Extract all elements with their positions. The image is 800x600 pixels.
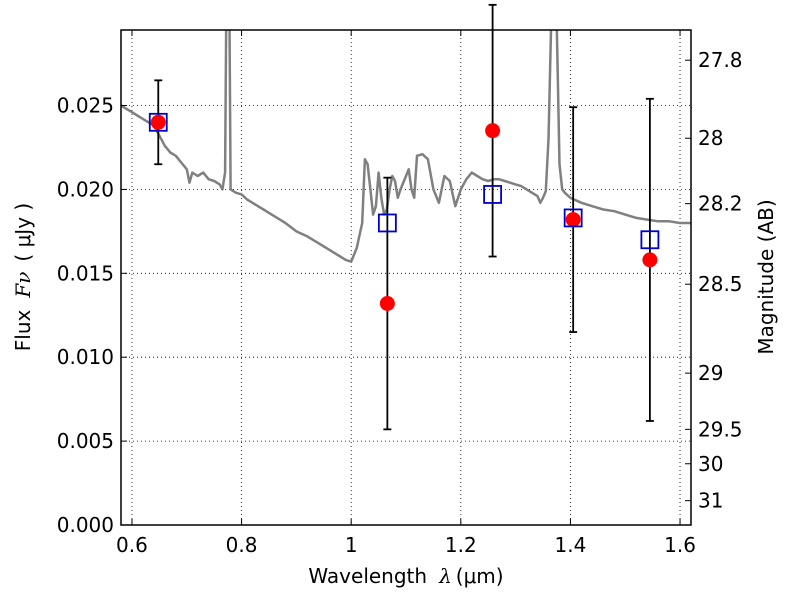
x-tick-label: 1.4 <box>555 533 587 557</box>
y-tick-label: 0.025 <box>57 94 114 118</box>
y2-tick-label: 29.5 <box>698 417 743 441</box>
model-point <box>563 208 583 228</box>
plot-frame <box>120 29 692 526</box>
model-point <box>483 185 502 204</box>
y-tick-label: 0.000 <box>57 513 114 537</box>
x-axis: 0.6 0.8 1 1.2 1.4 1.6 <box>116 30 696 557</box>
y-axis-label: FluxFν( μJy ) <box>11 203 35 351</box>
y-tick-label: 0.020 <box>57 177 114 201</box>
model-point <box>377 213 397 233</box>
y-tick-label: 0.015 <box>57 261 114 285</box>
x-tick-label: 1.2 <box>445 533 477 557</box>
y2-tick-label: 28.2 <box>698 192 743 216</box>
y2-tick-label: 27.8 <box>698 48 743 72</box>
y2-tick-label: 28.5 <box>698 272 743 296</box>
y2-tick-label: 31 <box>698 489 723 513</box>
y-tick-label: 0.005 <box>57 429 114 453</box>
x-tick-label: 1 <box>345 533 358 557</box>
observed-point <box>642 252 658 268</box>
observed-point <box>150 114 166 130</box>
observed-point <box>565 212 581 228</box>
y-axis-left: 0.000 0.005 0.010 0.015 0.020 0.025 <box>57 94 127 537</box>
observed-points <box>150 114 658 312</box>
y2-axis-label: Magnitude (AB) <box>754 199 778 354</box>
y-axis-right: 27.8 28 28.2 28.5 29 29.5 30 31 <box>685 48 743 513</box>
grid-lines <box>121 30 691 526</box>
observed-point <box>485 123 501 139</box>
y-tick-label: 0.010 <box>57 345 114 369</box>
x-axis-label: Wavelength λ (μm) <box>308 564 503 588</box>
y2-tick-label: 30 <box>698 452 723 476</box>
model-point <box>640 230 660 250</box>
observed-point <box>379 296 395 312</box>
y2-tick-label: 28 <box>698 126 723 150</box>
model-point <box>148 112 168 132</box>
x-tick-label: 0.8 <box>226 533 258 557</box>
model-photometry-points <box>148 112 660 250</box>
x-tick-label: 0.6 <box>116 533 148 557</box>
spectrum-line <box>121 30 691 263</box>
x-tick-label: 1.6 <box>664 533 696 557</box>
y2-tick-label: 29 <box>698 361 723 385</box>
model-spectrum <box>121 30 691 263</box>
